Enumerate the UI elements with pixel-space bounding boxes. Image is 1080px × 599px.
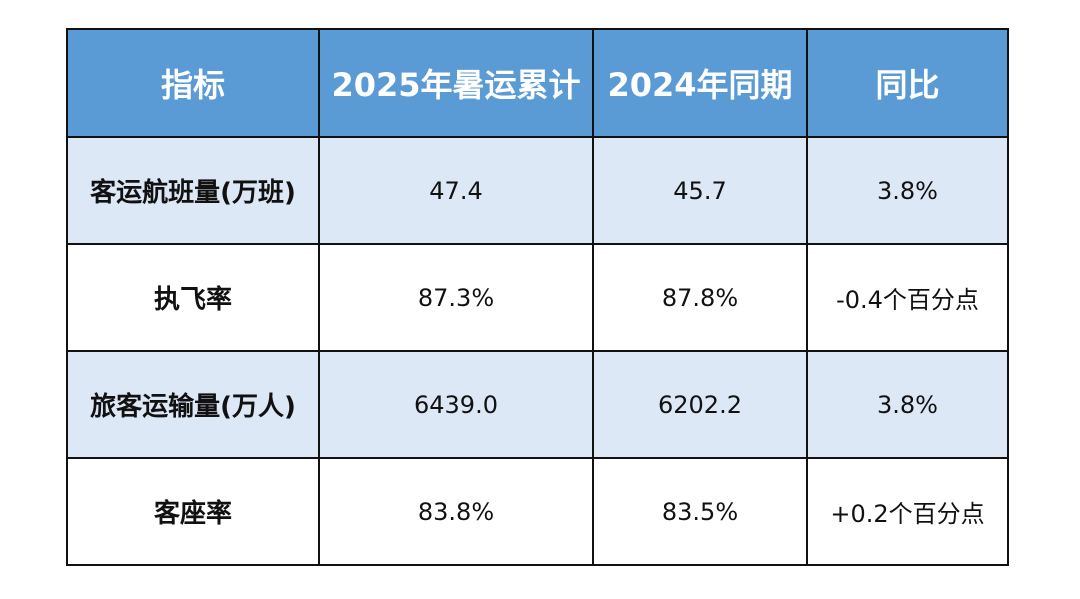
table-header: 指标 2025年暑运累计 2024年同期 同比 bbox=[66, 28, 1009, 138]
yoy-value-cell: +0.2个百分点 bbox=[806, 457, 1009, 566]
table-row: 旅客运输量(万人) 6439.0 6202.2 3.8% bbox=[66, 350, 1009, 459]
yoy-value-cell: -0.4个百分点 bbox=[806, 243, 1009, 352]
previous-value-cell: 45.7 bbox=[592, 136, 808, 245]
previous-value-cell: 6202.2 bbox=[592, 350, 808, 459]
metric-cell: 客座率 bbox=[66, 457, 320, 566]
metric-cell: 客运航班量(万班) bbox=[66, 136, 320, 245]
table-row: 客运航班量(万班) 47.4 45.7 3.8% bbox=[66, 136, 1009, 245]
summer-transport-stats-table: 指标 2025年暑运累计 2024年同期 同比 客运航班量(万班) 47.4 4… bbox=[66, 28, 1009, 566]
current-value-cell: 47.4 bbox=[318, 136, 594, 245]
header-2025-summer-cumulative: 2025年暑运累计 bbox=[318, 28, 594, 138]
previous-value-cell: 83.5% bbox=[592, 457, 808, 566]
table-body: 客运航班量(万班) 47.4 45.7 3.8% 执飞率 87.3% 87.8%… bbox=[66, 136, 1009, 566]
metric-cell: 执飞率 bbox=[66, 243, 320, 352]
current-value-cell: 6439.0 bbox=[318, 350, 594, 459]
header-metric: 指标 bbox=[66, 28, 320, 138]
header-row: 指标 2025年暑运累计 2024年同期 同比 bbox=[66, 28, 1009, 138]
yoy-value-cell: 3.8% bbox=[806, 136, 1009, 245]
header-2024-same-period: 2024年同期 bbox=[592, 28, 808, 138]
table-row: 客座率 83.8% 83.5% +0.2个百分点 bbox=[66, 457, 1009, 566]
current-value-cell: 83.8% bbox=[318, 457, 594, 566]
yoy-value-cell: 3.8% bbox=[806, 350, 1009, 459]
metric-cell: 旅客运输量(万人) bbox=[66, 350, 320, 459]
previous-value-cell: 87.8% bbox=[592, 243, 808, 352]
table-row: 执飞率 87.3% 87.8% -0.4个百分点 bbox=[66, 243, 1009, 352]
current-value-cell: 87.3% bbox=[318, 243, 594, 352]
header-yoy: 同比 bbox=[806, 28, 1009, 138]
